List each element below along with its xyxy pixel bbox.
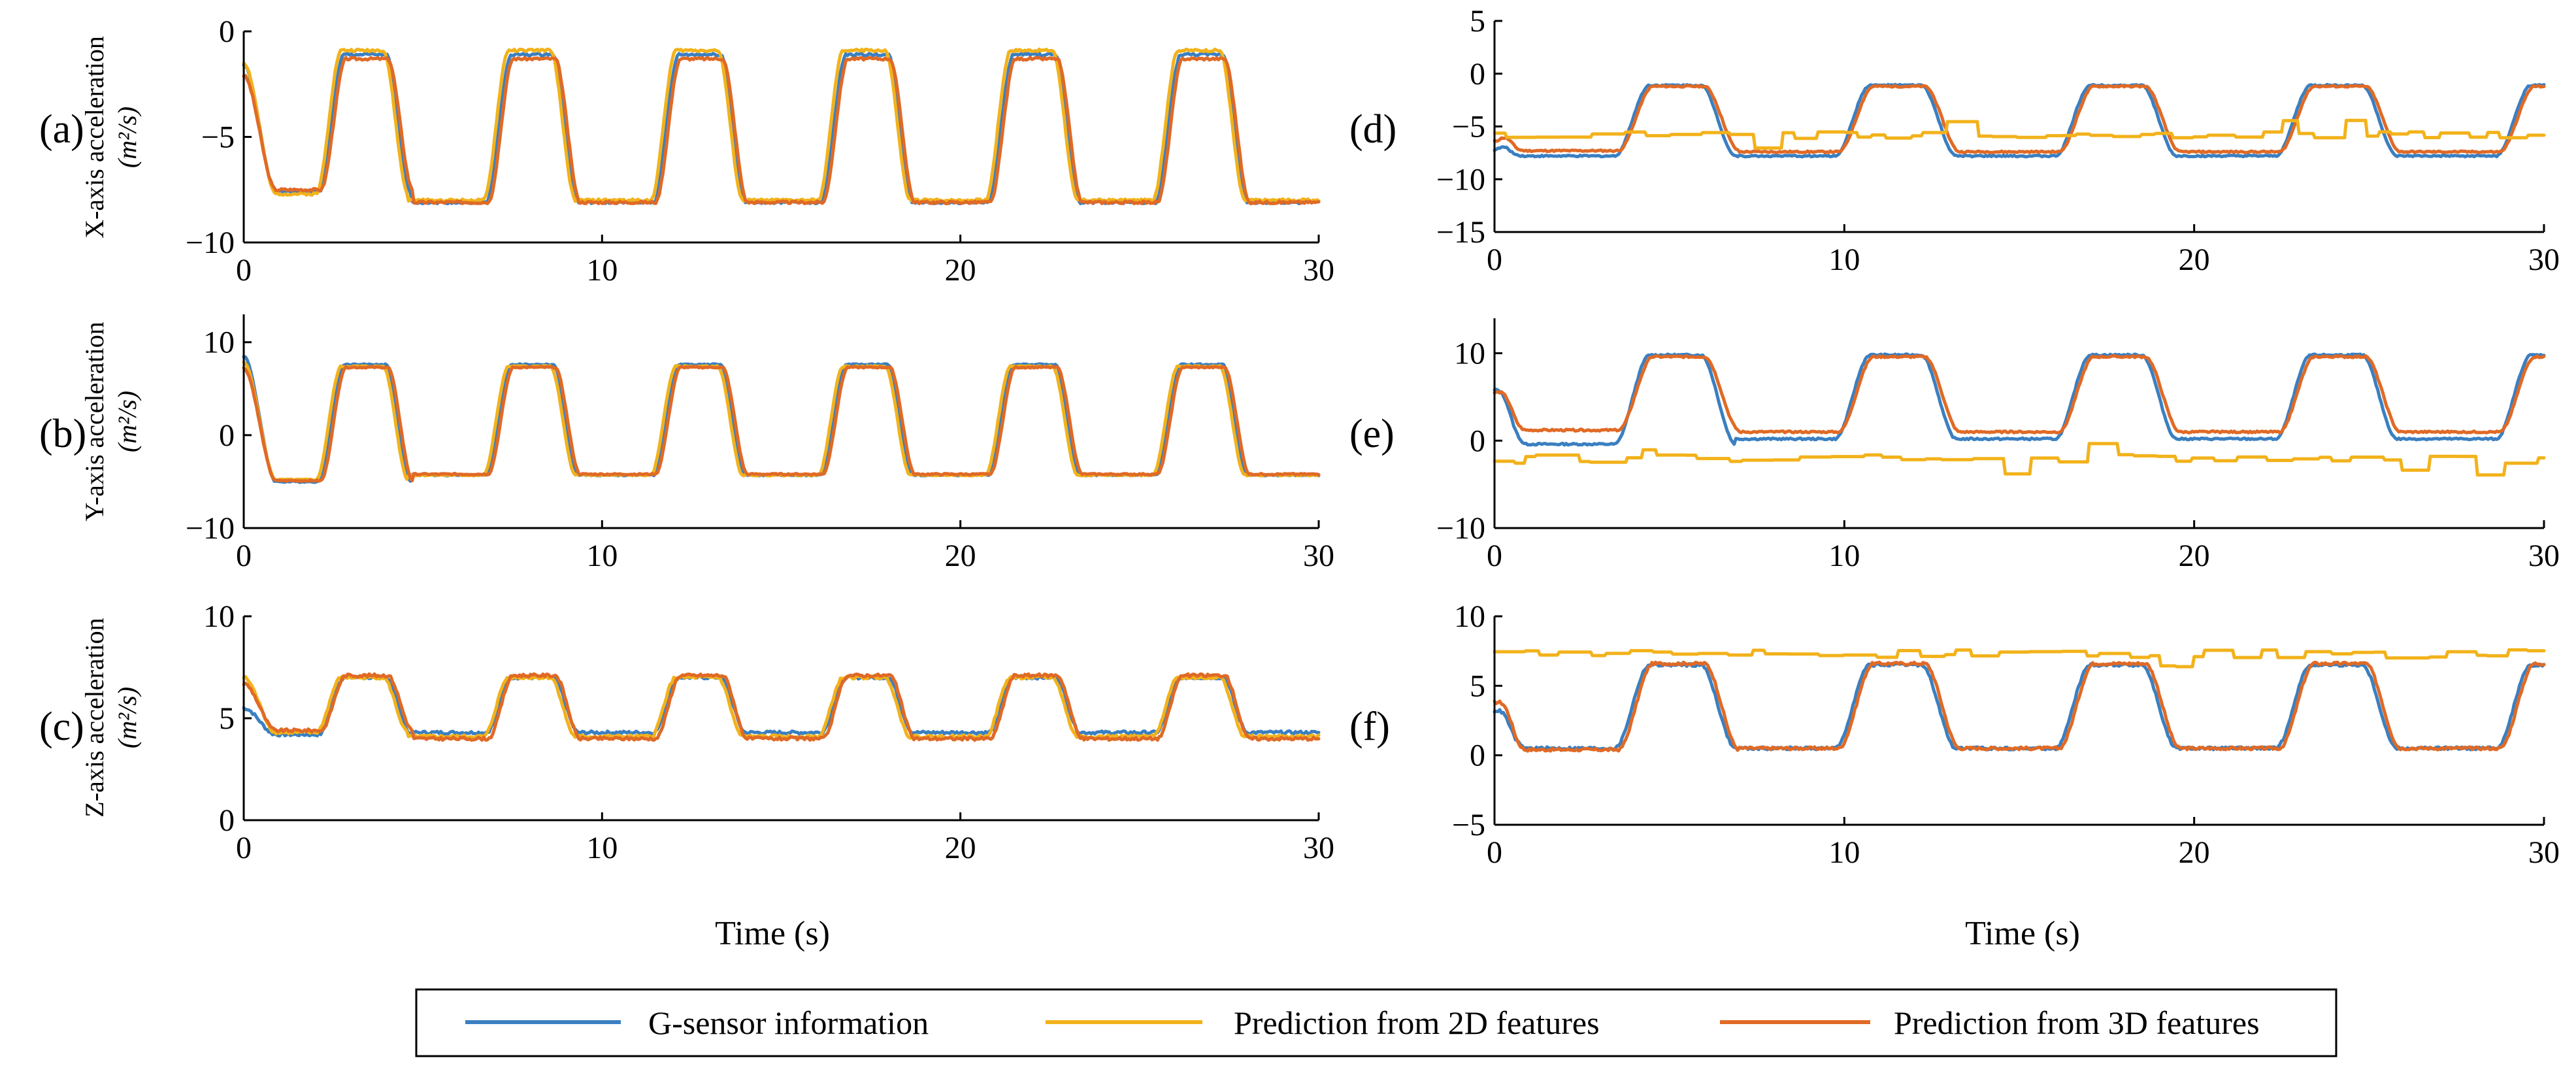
x-tick-label: 10: [586, 831, 618, 865]
y-tick-label: 0: [1470, 423, 1485, 458]
panels: 0 10 20 300−5−10(a)X-axis acceleration (m²/s…: [39, 4, 2560, 870]
series-line-g_sensor: [1493, 82, 2546, 159]
panel-d: 0 10 20 30 5 0 −5 −10 −15 (d): [1349, 4, 2560, 277]
y-tick-label: 5: [1470, 669, 1485, 703]
legend-label-pred-2d: Prediction from 2D features: [1234, 1004, 1600, 1041]
y-tick-label: −5: [1452, 808, 1485, 842]
legend: G-sensor information Prediction from 2D …: [415, 988, 2337, 1057]
x-tick-label: 0: [236, 831, 252, 865]
x-tick-label: 20: [945, 831, 976, 865]
series-line-pred_3d: [1493, 660, 2546, 753]
x-tick-label: 0: [1487, 835, 1502, 870]
x-tick-label: 10: [586, 253, 618, 288]
x-tick-label: 30: [1303, 831, 1334, 865]
y-axis-label-c: Z-axis acceleration (m²/s): [80, 618, 142, 817]
y-tick-label: −10: [1436, 162, 1485, 197]
x-tick-label: 20: [945, 253, 976, 288]
x-tick-label: 30: [1303, 253, 1334, 288]
panel-label-b: (b): [39, 412, 86, 456]
y-tick-label: −15: [1436, 215, 1485, 250]
x-axis-label-right: Time (s): [1965, 915, 2080, 952]
y-tick-label: −10: [186, 511, 235, 546]
x-tick-label: 0: [236, 539, 252, 573]
series-line-pred_3d: [1493, 84, 2546, 154]
y-tick-label: 10: [1454, 599, 1485, 634]
x-axis-label-left: Time (s): [715, 915, 830, 952]
x-tick-label: 20: [2179, 539, 2210, 573]
x-tick-label: 20: [2179, 835, 2210, 870]
series-line-pred_3d: [242, 56, 1321, 206]
y-axis-label-b: Y-axis acceleration (m²/s): [80, 322, 142, 521]
y-tick-label: 0: [219, 418, 235, 453]
x-tick-label: 20: [945, 539, 976, 573]
x-tick-label: 10: [1828, 242, 1860, 277]
x-tick-label: 10: [1828, 539, 1860, 573]
x-tick-label: 30: [2528, 835, 2560, 870]
panel-label-f: (f): [1349, 705, 1390, 749]
panel-label-a: (a): [39, 107, 84, 152]
y-tick-label: −10: [186, 225, 235, 260]
series-line-pred_2d: [1493, 118, 2546, 150]
legend-box: [415, 988, 2337, 1057]
series-line-g_sensor: [242, 674, 1321, 738]
y-tick-label: 10: [1454, 337, 1485, 371]
y-tick-label: 0: [1470, 57, 1485, 91]
y-tick-label: 0: [1470, 739, 1485, 773]
series-line-g_sensor: [1493, 352, 2546, 447]
panel-a: 0 10 20 30 0 −5 −10 (a)X-axis acceleration (m²/s…: [39, 14, 1334, 288]
panel-label-e: (e): [1349, 412, 1395, 456]
legend-label-g-sensor: G-sensor information: [648, 1004, 929, 1041]
x-tick-label: 0: [236, 253, 252, 288]
x-tick-label: 10: [1828, 835, 1860, 870]
series-line-pred_3d: [1493, 354, 2546, 435]
series-line-pred_3d: [242, 365, 1321, 483]
series-line-pred_2d: [1493, 442, 2546, 477]
x-tick-label: 30: [2528, 539, 2560, 573]
x-tick-label: 20: [2179, 242, 2210, 277]
x-tick-label: 10: [586, 539, 618, 573]
y-tick-label: −5: [201, 120, 235, 155]
y-tick-label: −10: [1436, 511, 1485, 546]
x-tick-label: 30: [1303, 539, 1334, 573]
series-line-pred_3d: [242, 672, 1321, 742]
y-tick-label: 10: [203, 325, 235, 360]
panel-label-c: (c): [39, 705, 84, 749]
series-line-pred_2d: [1493, 648, 2546, 669]
legend-label-pred-3d: Prediction from 3D features: [1894, 1004, 2260, 1041]
y-axis-label-a: X-axis acceleration (m²/s): [80, 36, 142, 239]
panel-label-d: (d): [1349, 107, 1396, 152]
y-tick-label: −5: [1452, 110, 1485, 144]
y-tick-label: 5: [219, 701, 235, 736]
y-tick-label: 5: [1470, 4, 1485, 39]
series-line-pred_2d: [242, 674, 1321, 740]
panel-c: 0 10 20 30 10 5 0 (c)Z-axis acceleration (m²/s): [39, 599, 1334, 865]
x-tick-label: 30: [2528, 242, 2560, 277]
y-tick-label: 0: [219, 803, 235, 838]
series-line-g_sensor: [1493, 661, 2546, 752]
x-tick-label: 0: [1487, 539, 1502, 573]
y-tick-label: 10: [203, 599, 235, 634]
y-tick-label: 0: [219, 14, 235, 49]
x-tick-label: 0: [1487, 242, 1502, 277]
